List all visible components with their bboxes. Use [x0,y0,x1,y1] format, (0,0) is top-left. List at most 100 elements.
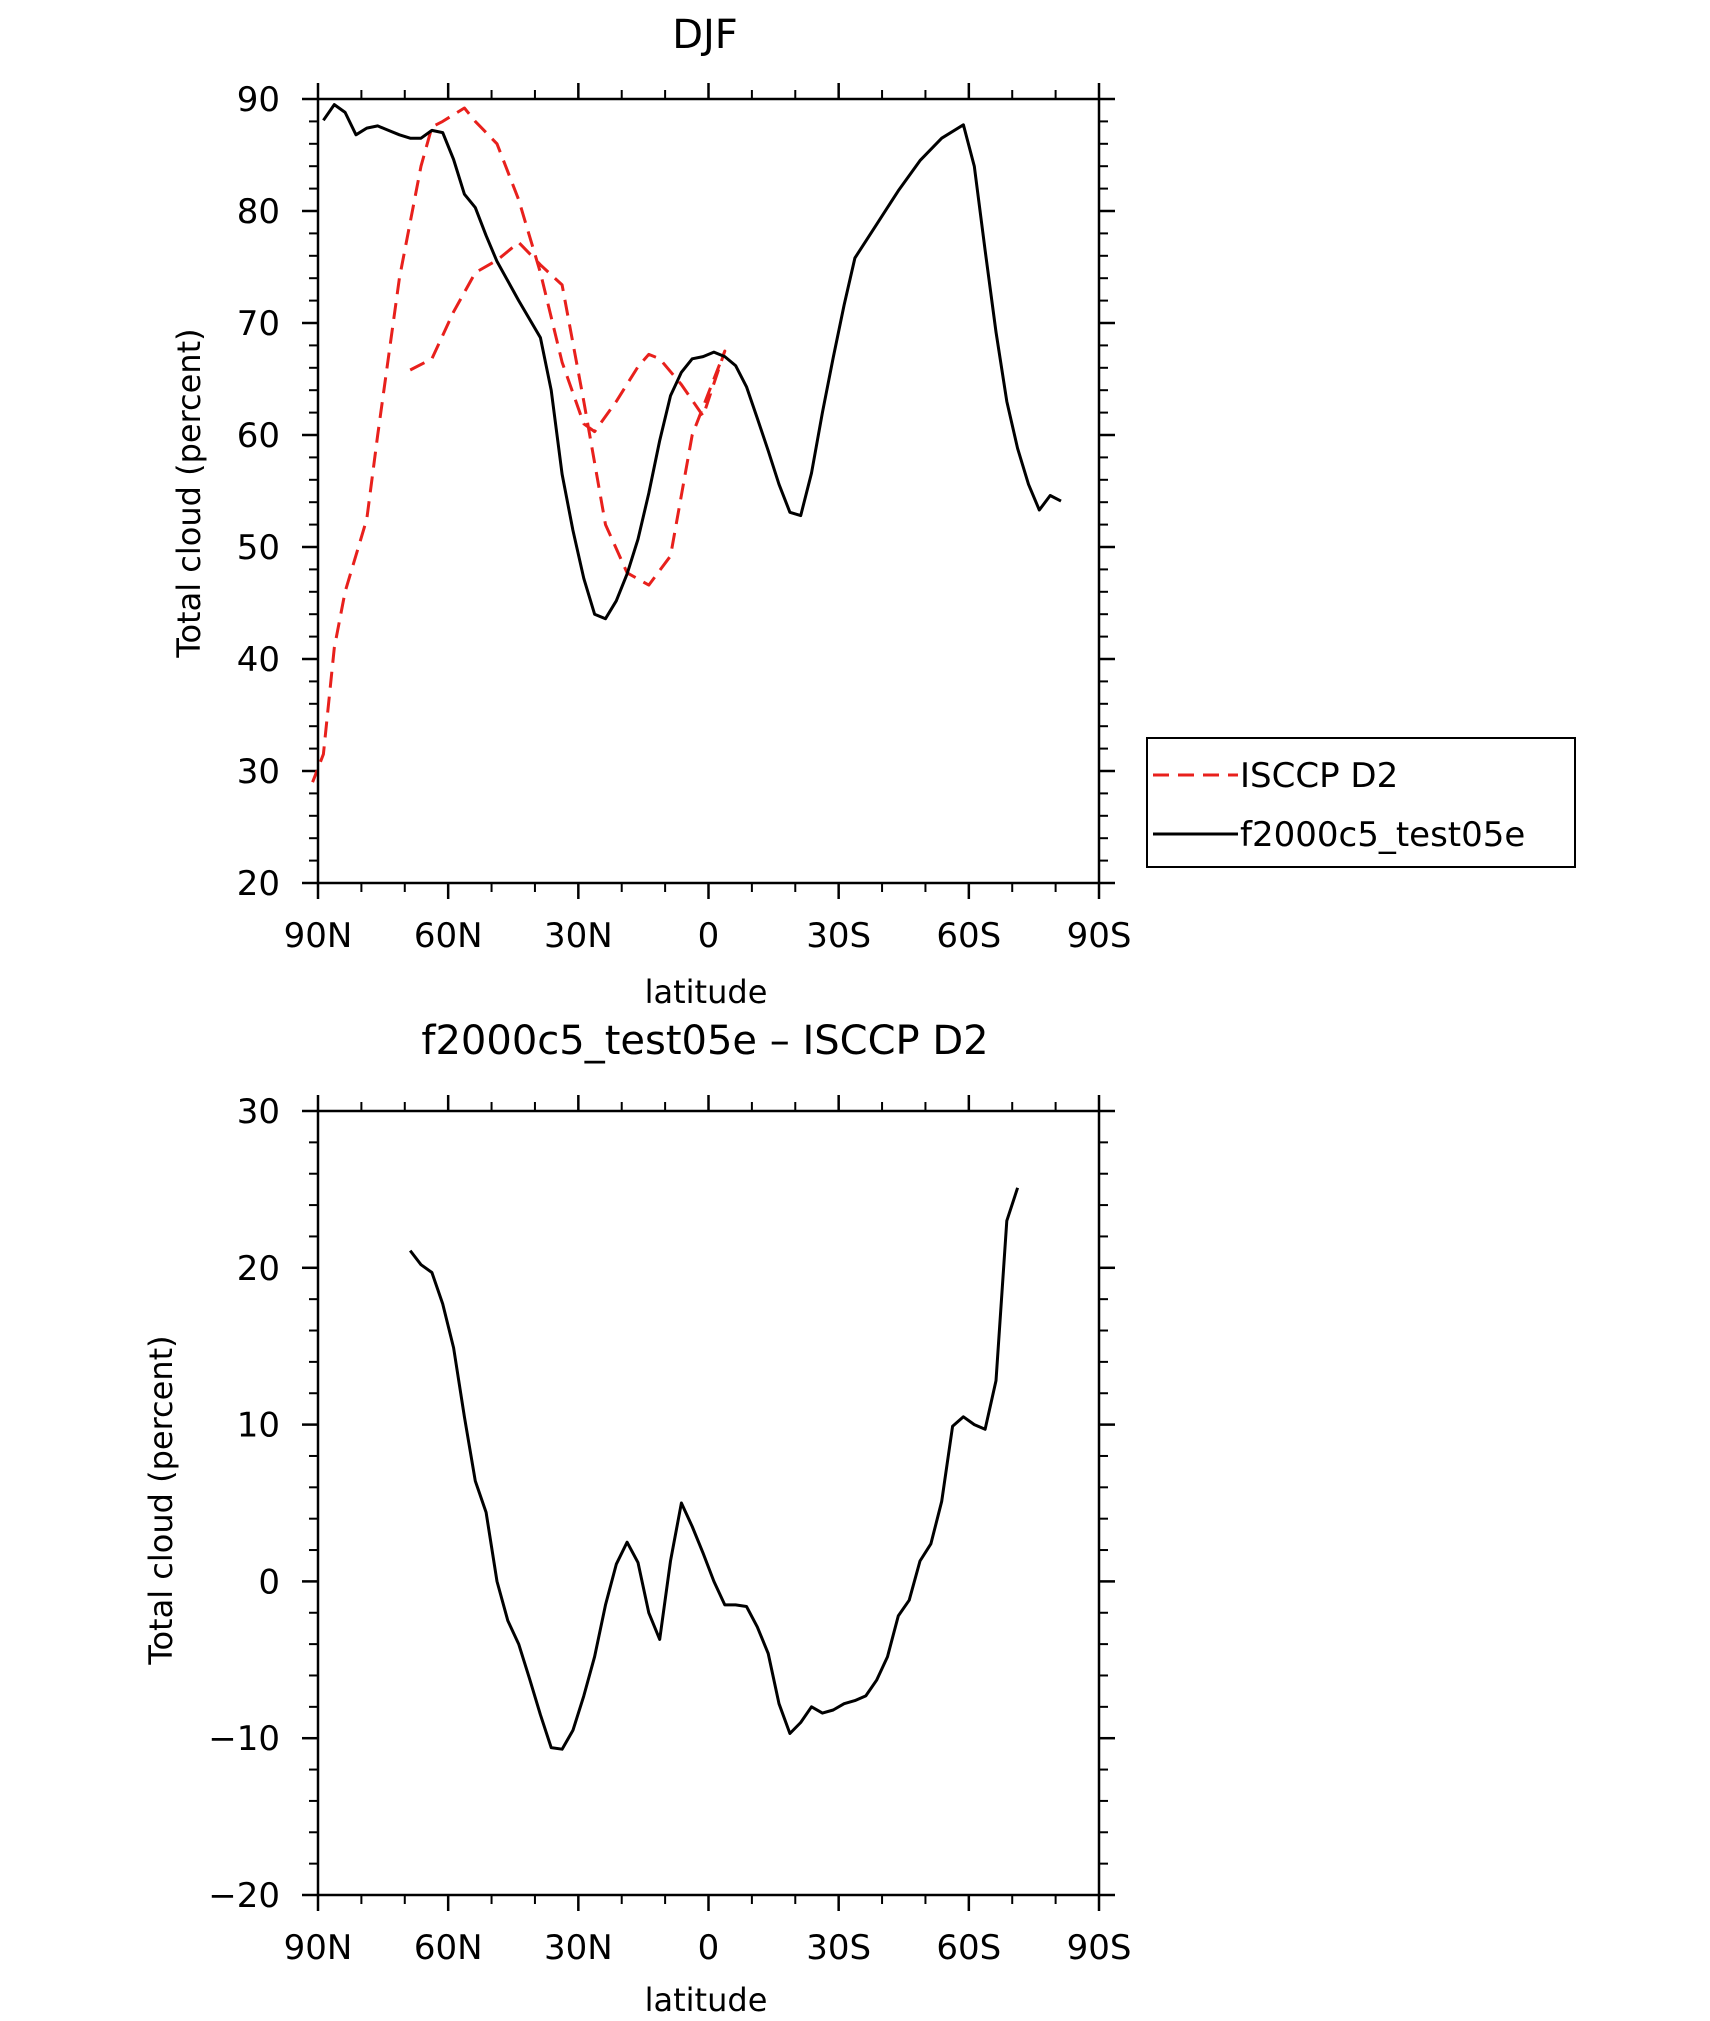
data-point [475,121,477,123]
data-point [681,384,683,386]
data-point [843,304,845,306]
x-tick-label: 60S [936,916,1001,956]
data-point [605,524,607,526]
data-point [420,1264,422,1266]
data-point [334,647,336,649]
data-point [1006,401,1008,403]
x-tick-label: 30N [544,1928,613,1968]
y-tick-label: 40 [237,640,280,680]
data-point [626,573,628,575]
chart-title: f2000c5_test05e – ISCCP D2 [421,1018,988,1064]
data-point [854,257,856,259]
chart-djf-total-cloud: DJF 90N 60N 30N 0 30S 60S 90S 20 30 40 50 60 70 80 90… [170,12,1576,1011]
data-point [670,395,672,397]
data-point [594,431,596,433]
data-point [442,132,444,134]
y-tick-label: −10 [208,1719,280,1759]
data-point [529,1678,531,1680]
data-point [475,207,477,209]
data-point [464,193,466,195]
tick-marks [302,83,1115,899]
data-point [941,137,943,139]
y-tick-label: 70 [237,304,280,344]
data-point [626,1541,628,1543]
y-tick-label: −20 [208,1876,280,1916]
data-point [822,1712,824,1714]
data-point [594,613,596,615]
data-point [724,350,726,352]
data-point [648,492,650,494]
data-point [507,1620,509,1622]
data-point [974,1424,976,1426]
data-point [757,1626,759,1628]
y-tick-label: 90 [237,80,280,120]
x-tick-label: 90N [284,916,353,956]
x-tick-label: 0 [698,916,720,956]
data-point [963,1416,965,1418]
data-point [1039,509,1041,511]
data-point [941,1501,943,1503]
x-tick-label: 30S [806,1928,871,1968]
y-tick-label: 30 [237,1092,280,1132]
x-tick-label: 60S [936,1928,1001,1968]
data-point [930,1543,932,1545]
data-point [1017,448,1019,450]
data-point [1006,1220,1008,1222]
y-tick-label: 0 [258,1562,280,1602]
chart-title: DJF [672,12,738,58]
data-point [572,529,574,531]
x-tick-label: 90S [1067,1928,1132,1968]
data-point [984,249,986,251]
data-point [854,1700,856,1702]
data-point [746,386,748,388]
data-point [496,1581,498,1583]
data-point [496,143,498,145]
data-point [724,356,726,358]
data-point [681,1502,683,1504]
data-point [420,137,422,139]
data-point [312,781,314,783]
plot-frame [316,1109,1101,1897]
data-point [605,618,607,620]
data-point [496,261,498,263]
data-point [702,415,704,417]
data-point [789,512,791,514]
data-point [735,365,737,367]
y-axis-label: Total cloud (percent) [170,328,208,658]
series-line-difference [409,1187,1020,1751]
data-point [963,124,965,126]
data-point [691,1526,693,1528]
data-point [767,450,769,452]
data-point [485,1512,487,1514]
data-point [735,1604,737,1606]
data-point [681,372,683,374]
y-tick-label: 20 [237,864,280,904]
data-point [876,1679,878,1681]
data-point [865,1695,867,1697]
data-point [822,412,824,414]
plot-area [409,1187,1020,1751]
legend-box [1146,737,1576,868]
x-tick-label: 60N [414,916,483,956]
data-point [518,199,520,201]
y-axis-label: Total cloud (percent) [142,1335,180,1665]
data-point [659,1639,661,1641]
data-point [453,311,455,313]
data-point [464,1416,466,1418]
data-point [344,591,346,593]
data-point [561,361,563,363]
y-tick-label: 60 [237,416,280,456]
data-point [637,1562,639,1564]
data-point [691,358,693,360]
data-point [583,578,585,580]
data-point [789,1733,791,1735]
x-axis-label: latitude [645,1981,768,2019]
data-point [919,160,921,162]
data-point [1028,484,1030,486]
data-point [420,165,422,167]
data-point [550,389,552,391]
x-tick-label: 30N [544,916,613,956]
data-point [409,369,411,371]
data-point [974,165,976,167]
